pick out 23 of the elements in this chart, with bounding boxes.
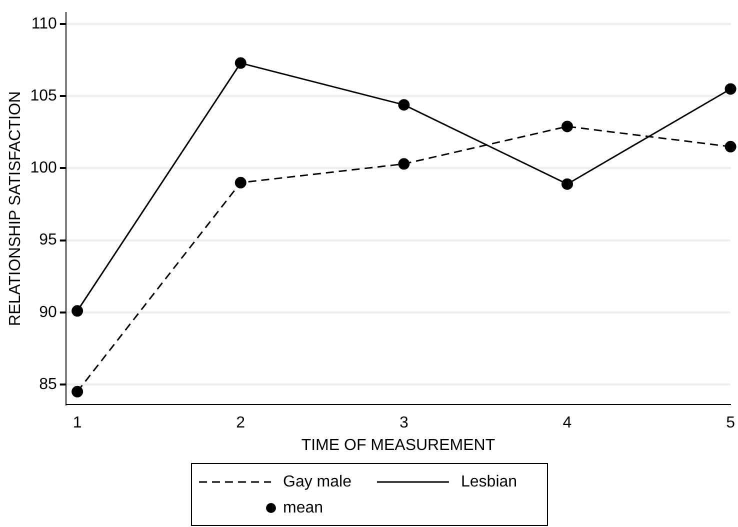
legend-label: Gay male bbox=[283, 473, 352, 490]
x-tick-label: 2 bbox=[236, 414, 246, 432]
legend-label: mean bbox=[283, 499, 324, 516]
y-tick-label: 90 bbox=[39, 304, 57, 321]
x-tick-label: 5 bbox=[726, 414, 736, 432]
point bbox=[724, 140, 736, 152]
x-axis-title: TIME OF MEASUREMENT bbox=[301, 436, 496, 454]
point bbox=[72, 386, 84, 398]
point bbox=[72, 305, 84, 317]
point bbox=[724, 83, 736, 95]
x-tick-label: 1 bbox=[72, 414, 82, 432]
x-tick-label: 4 bbox=[562, 414, 572, 432]
y-tick-label: 95 bbox=[39, 232, 57, 249]
point bbox=[234, 176, 246, 188]
y-axis-title: RELATIONSHIP SATISFACTION bbox=[7, 91, 24, 326]
y-tick-label: 110 bbox=[31, 16, 57, 33]
y-tick-label: 85 bbox=[39, 376, 57, 393]
x-tick-label: 3 bbox=[399, 414, 408, 432]
point bbox=[561, 120, 573, 132]
legend-label: Lesbian bbox=[461, 473, 518, 490]
y-tick-label: 100 bbox=[30, 160, 57, 177]
y-tick-label: 105 bbox=[30, 88, 57, 105]
point bbox=[398, 158, 410, 170]
